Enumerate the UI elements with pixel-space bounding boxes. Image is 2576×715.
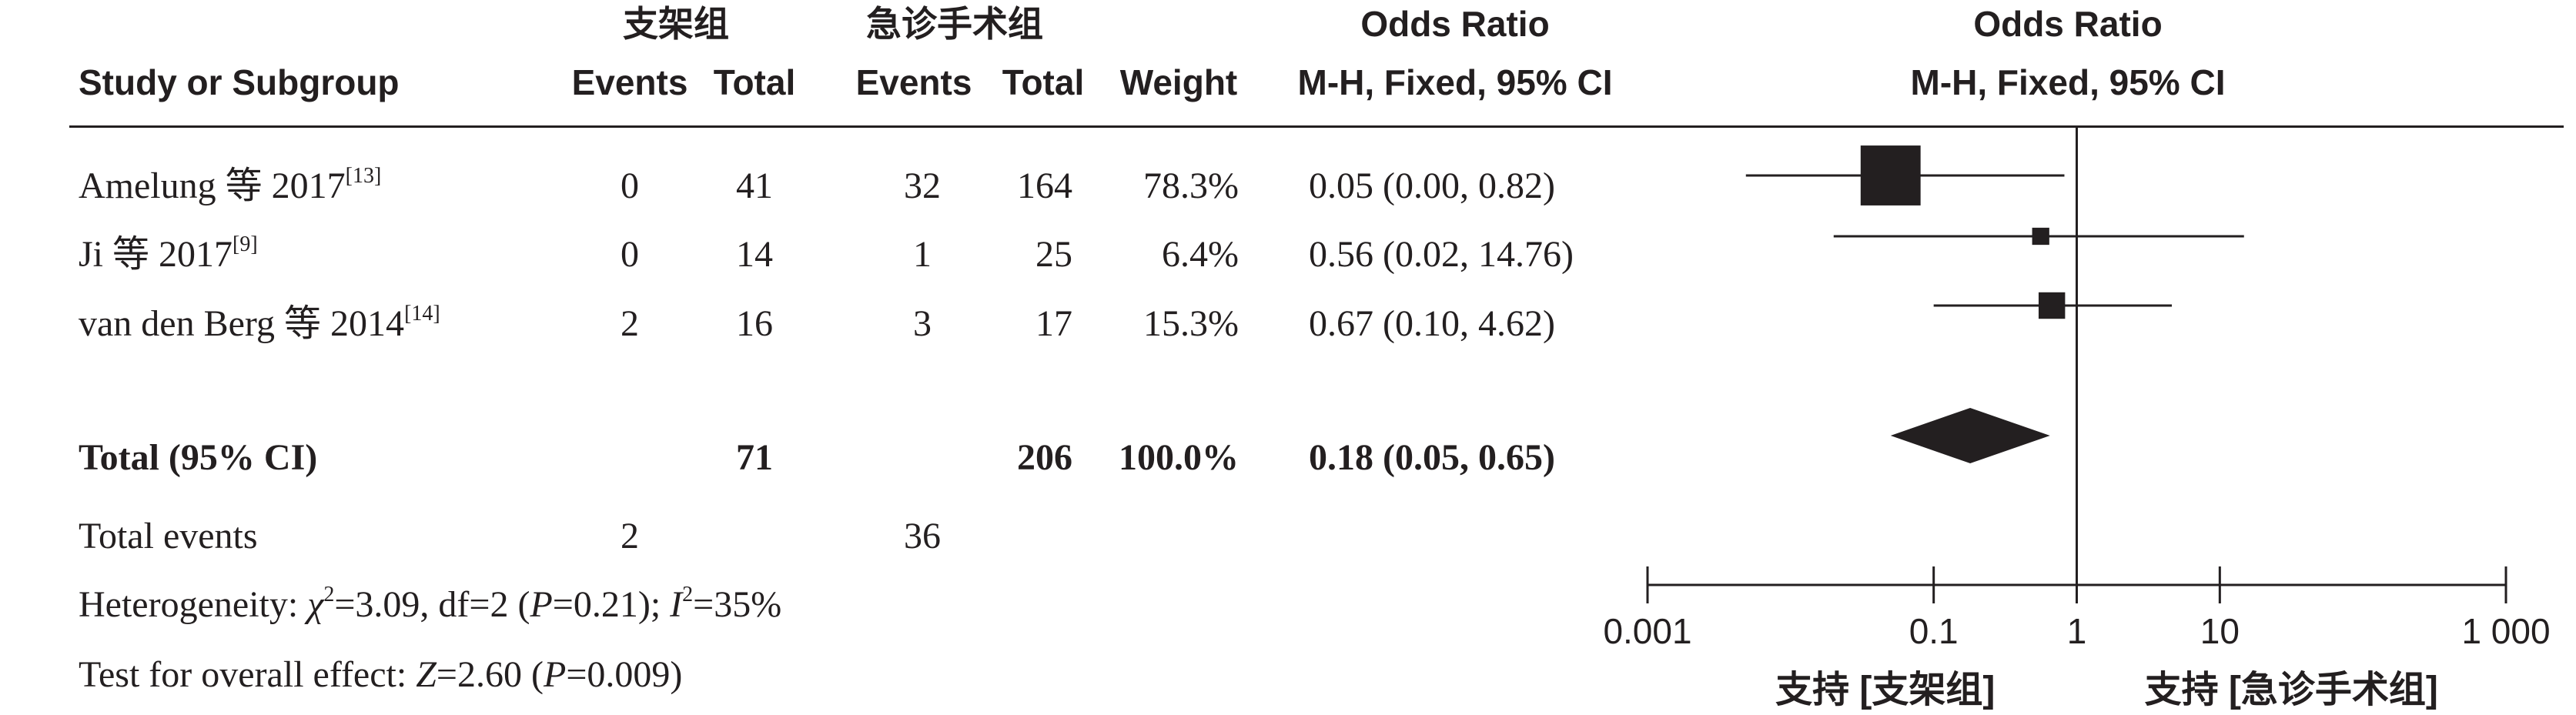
pooled-diamond (1890, 408, 2050, 463)
group2-total-events: 36 (904, 516, 941, 556)
group1-events: 0 (621, 234, 639, 275)
total-weight: 100.0% (1119, 437, 1239, 478)
group2-name: 急诊手术组 (866, 4, 1043, 44)
group2-events: 1 (913, 234, 932, 275)
heterogeneity-statistic: Heterogeneity: χ2=3.09, df=2 (P=0.21); I… (79, 583, 782, 625)
or-method-header: M-H, Fixed, 95% CI (1297, 62, 1613, 102)
study-weight-box (1860, 145, 1921, 205)
group1-events-header: Events (571, 62, 688, 102)
group2-total-header: Total (1002, 62, 1085, 102)
or-ci-value: 0.05 (0.00, 0.82) (1309, 165, 1555, 206)
group2-events-header: Events (855, 62, 972, 102)
or-ci-value: 0.67 (0.10, 4.62) (1309, 303, 1555, 344)
total-events-label: Total events (79, 516, 258, 556)
group1-total: 16 (736, 303, 773, 344)
weight-value: 15.3% (1143, 303, 1239, 344)
group1-total: 41 (736, 165, 773, 206)
x-tick-label: 1 000 (2461, 611, 2550, 651)
group2-total: 164 (1017, 165, 1072, 206)
group1-events: 2 (621, 303, 639, 344)
x-tick-label: 0.1 (1909, 611, 1959, 651)
plot-method-header: M-H, Fixed, 95% CI (1910, 62, 2226, 102)
study-name: Ji 等 2017[9] (79, 232, 258, 275)
group1-total-events: 2 (621, 516, 639, 556)
weight-value: 6.4% (1162, 234, 1239, 275)
or-column-title: Odds Ratio (1360, 4, 1550, 44)
group2-total: 17 (1035, 303, 1072, 344)
or-ci-value: 0.56 (0.02, 14.76) (1309, 234, 1574, 275)
study-weight-box (2032, 227, 2049, 246)
overall-effect-test: Test for overall effect: Z=2.60 (P=0.009… (79, 654, 683, 695)
header-rule (69, 125, 2564, 128)
group1-total-participants: 71 (736, 437, 773, 478)
group2-total-participants: 206 (1017, 437, 1072, 478)
study-weight-box (2038, 292, 2066, 319)
group1-total: 14 (736, 234, 773, 275)
study-name: Amelung 等 2017[13] (79, 164, 382, 206)
plot-title: Odds Ratio (1973, 4, 2163, 44)
reference-superscript: [9] (233, 232, 258, 256)
group1-name: 支架组 (623, 4, 729, 44)
pooled-or-ci: 0.18 (0.05, 0.65) (1309, 437, 1555, 478)
group2-events: 3 (913, 303, 932, 344)
weight-value: 78.3% (1143, 165, 1239, 206)
x-tick-label: 1 (2067, 611, 2087, 651)
favours-left-label: 支持 [支架组] (1775, 670, 1995, 710)
group1-events: 0 (621, 165, 639, 206)
group1-total-header: Total (713, 62, 796, 102)
weight-header: Weight (1119, 62, 1238, 102)
x-tick-label: 0.001 (1603, 611, 1691, 651)
reference-superscript: [14] (404, 302, 440, 326)
study-name: van den Berg 等 2014[14] (79, 302, 440, 344)
favours-right-label: 支持 [急诊手术组] (2145, 670, 2438, 710)
total-label: Total (95% CI) (79, 437, 318, 478)
x-tick-label: 10 (2200, 611, 2240, 651)
study-column-header: Study or Subgroup (79, 62, 400, 102)
group2-events: 32 (904, 165, 941, 206)
reference-superscript: [13] (345, 164, 382, 188)
group2-total: 25 (1035, 234, 1072, 275)
